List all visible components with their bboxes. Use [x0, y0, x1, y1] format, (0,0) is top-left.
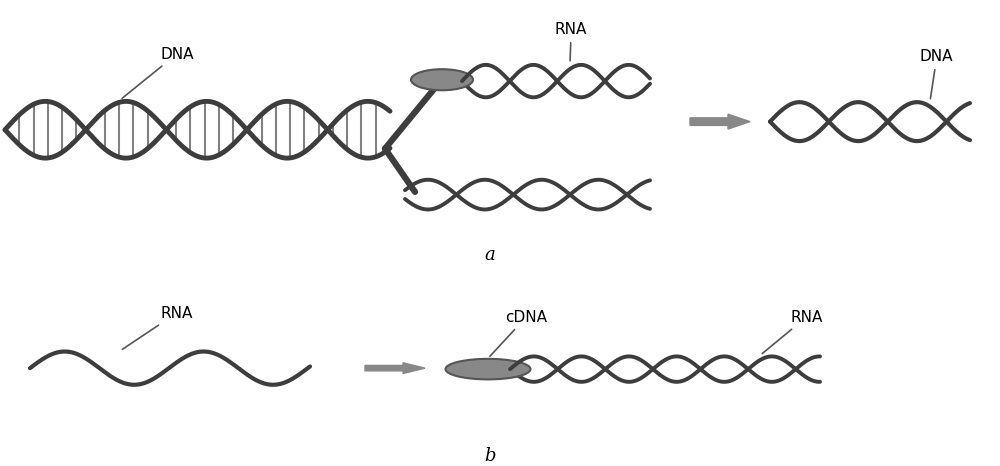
Text: RNA: RNA: [122, 306, 192, 350]
Text: DNA: DNA: [122, 47, 194, 98]
Text: cDNA: cDNA: [490, 310, 547, 356]
FancyArrow shape: [690, 114, 750, 129]
Text: b: b: [484, 447, 496, 465]
FancyArrow shape: [365, 363, 425, 374]
Text: a: a: [485, 247, 495, 264]
Text: RNA: RNA: [762, 310, 822, 354]
Text: DNA: DNA: [920, 49, 953, 99]
Text: RNA: RNA: [555, 22, 587, 61]
Ellipse shape: [411, 69, 473, 90]
Ellipse shape: [446, 359, 530, 379]
